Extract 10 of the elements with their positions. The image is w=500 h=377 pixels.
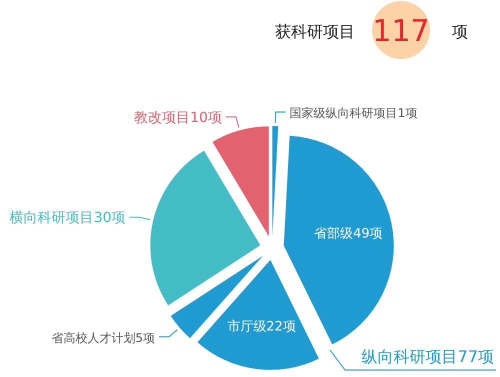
slice-label: 国家级纵向科研项目1项 (290, 106, 418, 120)
slice-label: 省高校人才计划5项 (51, 330, 155, 345)
text: 117 (372, 14, 430, 49)
slice-label: 教改项目10项 (134, 110, 222, 126)
text: 项 (452, 22, 468, 41)
slice-label: 省部级49项 (314, 226, 383, 242)
slice-label: 横向科研项目30项 (10, 210, 126, 226)
slice-label: 市厅级22项 (227, 319, 296, 334)
text: 纵向科研项目77项 (362, 347, 494, 366)
text: 获科研项目 (275, 22, 355, 41)
